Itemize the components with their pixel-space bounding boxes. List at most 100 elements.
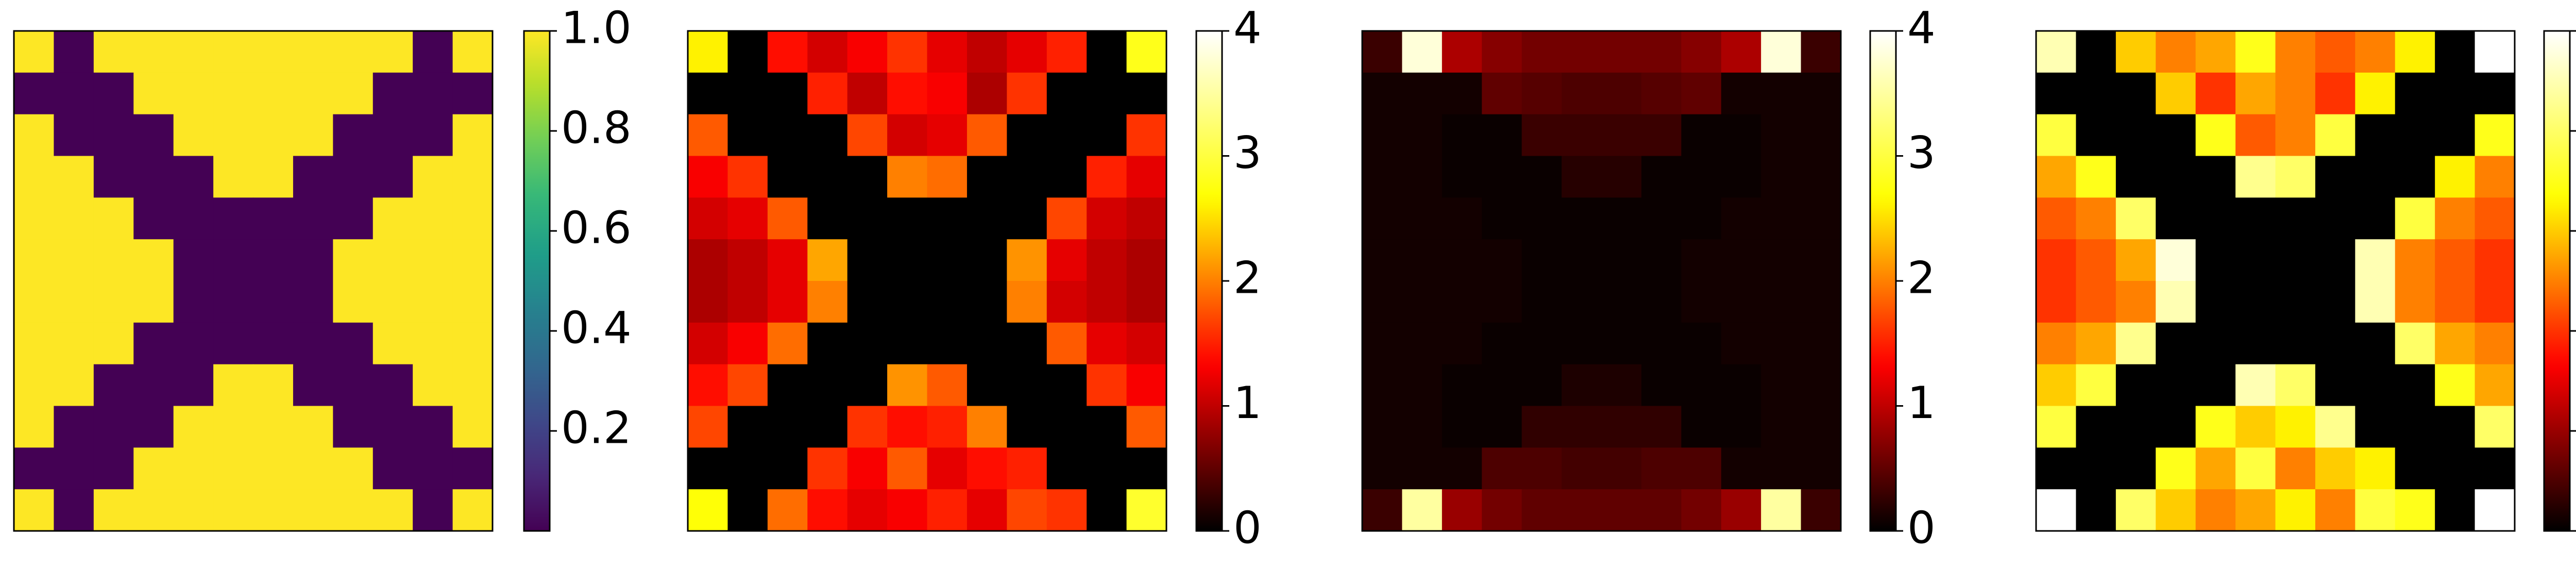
heatmap-cell bbox=[1007, 239, 1047, 281]
heatmap-cell bbox=[1046, 281, 1087, 323]
heatmap-cell bbox=[967, 114, 1007, 157]
heatmap-cell bbox=[2435, 114, 2476, 157]
heatmap-cell bbox=[2355, 239, 2396, 281]
heatmap-cell bbox=[133, 406, 174, 448]
heatmap-panel bbox=[2035, 30, 2516, 532]
heatmap-cell bbox=[807, 406, 848, 448]
heatmap-cell bbox=[2475, 72, 2515, 115]
heatmap-cell bbox=[173, 489, 214, 531]
heatmap-cell bbox=[807, 447, 848, 490]
heatmap-cell bbox=[2195, 281, 2236, 323]
heatmap-cell bbox=[2395, 31, 2435, 73]
heatmap-cell bbox=[293, 406, 333, 448]
heatmap-cell bbox=[847, 489, 888, 531]
heatmap-cell bbox=[2036, 447, 2077, 490]
heatmap-cell bbox=[2395, 406, 2435, 448]
heatmap-cell bbox=[688, 322, 728, 365]
heatmap-cell bbox=[1007, 406, 1047, 448]
heatmap-cell bbox=[807, 364, 848, 407]
heatmap-cell bbox=[2076, 239, 2116, 281]
heatmap-cell bbox=[2355, 489, 2396, 531]
heatmap-cell bbox=[2275, 364, 2316, 407]
heatmap-cell bbox=[1046, 197, 1087, 240]
heatmap-cell bbox=[333, 364, 374, 407]
heatmap-cell bbox=[1482, 281, 1522, 323]
heatmap-cell bbox=[372, 364, 413, 407]
heatmap-cell bbox=[1126, 114, 1167, 157]
heatmap-cell bbox=[1761, 406, 1802, 448]
heatmap-cell bbox=[253, 114, 294, 157]
heatmap-cell bbox=[1801, 156, 1841, 198]
heatmap-cell bbox=[413, 447, 453, 490]
colorbar-tick-label: 3 bbox=[1907, 127, 1936, 179]
heatmap-cell bbox=[1126, 364, 1167, 407]
heatmap-cell bbox=[1087, 447, 1127, 490]
heatmap-cell bbox=[1007, 114, 1047, 157]
heatmap-cell bbox=[2435, 156, 2476, 198]
heatmap-cell bbox=[2315, 31, 2355, 73]
heatmap-cell bbox=[1402, 489, 1443, 531]
heatmap-cell bbox=[1046, 406, 1087, 448]
heatmap-cell bbox=[1641, 72, 1682, 115]
heatmap-cell bbox=[807, 322, 848, 365]
heatmap-cell bbox=[2076, 447, 2116, 490]
heatmap-cell bbox=[452, 489, 493, 531]
heatmap-cell bbox=[1641, 406, 1682, 448]
heatmap-cell bbox=[173, 31, 214, 73]
heatmap-cell bbox=[413, 239, 453, 281]
heatmap-cell bbox=[887, 31, 928, 73]
heatmap-cell bbox=[807, 489, 848, 531]
heatmap-cell bbox=[54, 489, 94, 531]
heatmap-cell bbox=[2275, 114, 2316, 157]
heatmap-cell bbox=[54, 281, 94, 323]
heatmap-cell bbox=[1087, 406, 1127, 448]
heatmap-cell bbox=[2036, 239, 2077, 281]
heatmap-cell bbox=[2076, 322, 2116, 365]
heatmap-cell bbox=[967, 156, 1007, 198]
heatmap-cell bbox=[1681, 72, 1722, 115]
heatmap-cell bbox=[2076, 364, 2116, 407]
heatmap-cell bbox=[2395, 447, 2435, 490]
heatmap-cell bbox=[767, 447, 808, 490]
heatmap-cell bbox=[807, 281, 848, 323]
heatmap-cell bbox=[1087, 156, 1127, 198]
heatmap-cell bbox=[1126, 489, 1167, 531]
heatmap-cell bbox=[927, 322, 968, 365]
heatmap-cell bbox=[2275, 406, 2316, 448]
heatmap-cell bbox=[2195, 406, 2236, 448]
heatmap-cell bbox=[1801, 281, 1841, 323]
heatmap-cell bbox=[927, 72, 968, 115]
heatmap-cell bbox=[213, 156, 254, 198]
heatmap-cell bbox=[1721, 447, 1761, 490]
heatmap-cell bbox=[452, 281, 493, 323]
heatmap-cell bbox=[2355, 447, 2396, 490]
heatmap-cell bbox=[213, 31, 254, 73]
heatmap-cell bbox=[927, 156, 968, 198]
heatmap-cell bbox=[2115, 281, 2156, 323]
heatmap-cell bbox=[413, 489, 453, 531]
heatmap-cell bbox=[2395, 281, 2435, 323]
heatmap-cell bbox=[372, 239, 413, 281]
colorbar-tick-label: 2 bbox=[1907, 252, 1936, 304]
heatmap-cell bbox=[213, 239, 254, 281]
heatmap-cell bbox=[927, 447, 968, 490]
heatmap-cell bbox=[333, 31, 374, 73]
heatmap-cell bbox=[727, 197, 768, 240]
heatmap-cell bbox=[1402, 114, 1443, 157]
heatmap-cell bbox=[293, 31, 333, 73]
colorbar-tick-label: 1.0 bbox=[561, 2, 632, 54]
heatmap-cell bbox=[1641, 114, 1682, 157]
heatmap-cell bbox=[413, 406, 453, 448]
heatmap-cell bbox=[2355, 197, 2396, 240]
heatmap-cell bbox=[1761, 322, 1802, 365]
heatmap-cell bbox=[2036, 72, 2077, 115]
heatmap-cell bbox=[1562, 364, 1602, 407]
heatmap-cell bbox=[452, 406, 493, 448]
heatmap-cell bbox=[2115, 322, 2156, 365]
heatmap-cell bbox=[2475, 281, 2515, 323]
heatmap-cell bbox=[1681, 322, 1722, 365]
colorbar-tick-label: 2 bbox=[1233, 252, 1262, 304]
heatmap-cell bbox=[1482, 322, 1522, 365]
heatmap-cell bbox=[14, 406, 55, 448]
heatmap-cell bbox=[2315, 281, 2355, 323]
